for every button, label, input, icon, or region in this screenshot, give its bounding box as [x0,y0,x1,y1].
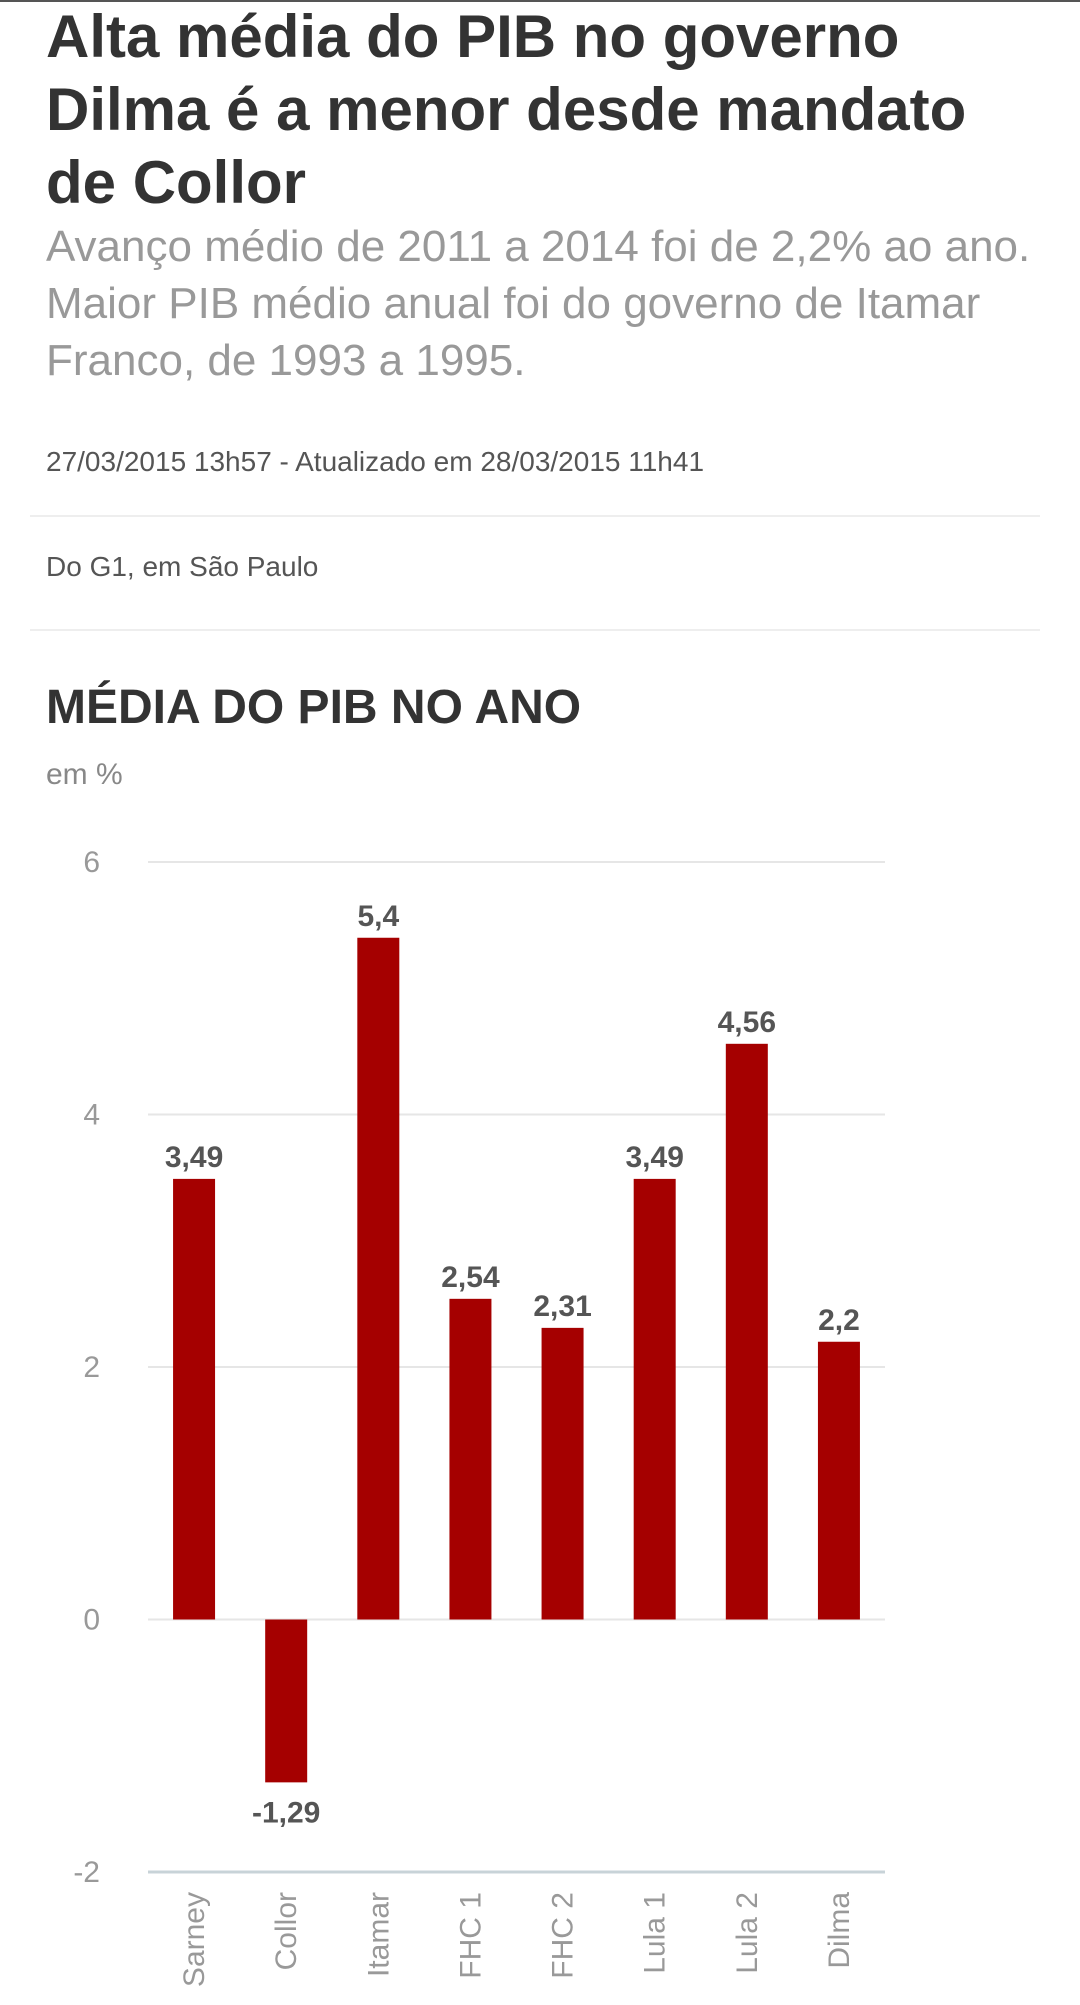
value-label: 3,49 [165,1141,223,1174]
bar [817,1341,860,1620]
value-label: 4,56 [718,1006,776,1039]
article-subtitle: Avanço médio de 2011 a 2014 foi de 2,2% … [46,222,1031,385]
y-tick-label: 6 [83,846,100,879]
value-label: 2,2 [818,1304,860,1337]
y-tick-label: 2 [83,1351,100,1384]
category-label: Sarney [178,1892,211,1987]
category-label: FHC 1 [454,1892,487,1979]
bar [449,1298,492,1620]
y-tick-label: 4 [83,1099,100,1132]
bar [633,1178,676,1620]
value-label: 2,54 [441,1261,500,1294]
bar [173,1178,216,1620]
value-label: -1,29 [252,1796,320,1829]
category-label: Dilma [823,1892,856,1969]
headline: Alta média do PIB no governo Dilma é a m… [46,3,967,216]
value-label: 5,4 [357,900,399,933]
category-label: Collor [270,1892,303,1970]
top-rule [0,0,1080,2]
category-label: FHC 2 [547,1892,580,1979]
chart-unit: em % [46,758,123,791]
byline: Do G1, em São Paulo [46,551,319,582]
value-label: 3,49 [625,1141,683,1174]
y-tick-label: -2 [73,1856,100,1889]
value-label: 2,31 [533,1290,591,1323]
bar [265,1619,308,1783]
bar [725,1043,768,1620]
category-label: Lula 1 [639,1892,672,1974]
divider [30,629,1040,631]
chart-title: MÉDIA DO PIB NO ANO [46,681,582,734]
divider [30,515,1040,517]
bar [541,1327,584,1620]
category-label: Itamar [362,1892,395,1977]
dateline: 27/03/2015 13h57 - Atualizado em 28/03/2… [46,446,705,477]
category-label: Lula 2 [731,1892,764,1974]
y-tick-label: 0 [83,1604,100,1637]
bar [357,937,400,1620]
